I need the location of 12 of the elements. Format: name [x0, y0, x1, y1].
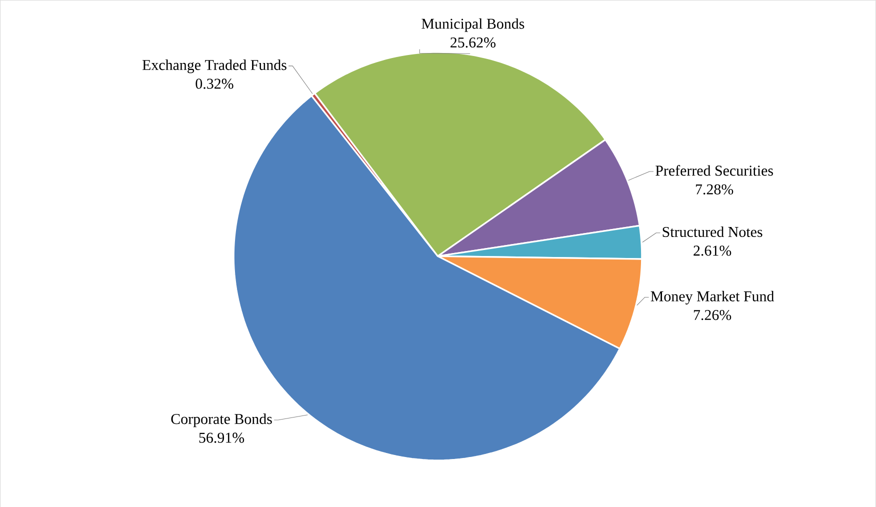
data-label: 7.28%	[696, 184, 734, 194]
data-label: 7.26%	[694, 310, 732, 320]
slice-label: Preferred Securities	[656, 164, 773, 176]
slice-label: Money Market Fund	[650, 290, 774, 304]
data-label: 56.91%	[199, 432, 244, 443]
data-label: 0.32%	[196, 78, 234, 89]
slice-label: Structured Notes	[662, 226, 762, 237]
data-label: 25.62%	[450, 37, 496, 48]
slice-label: Municipal Bonds	[422, 18, 524, 32]
slice-label: Exchange Traded Funds	[142, 59, 286, 73]
slice-label: Corporate Bonds	[171, 413, 272, 427]
data-label: 2.61%	[694, 245, 732, 256]
